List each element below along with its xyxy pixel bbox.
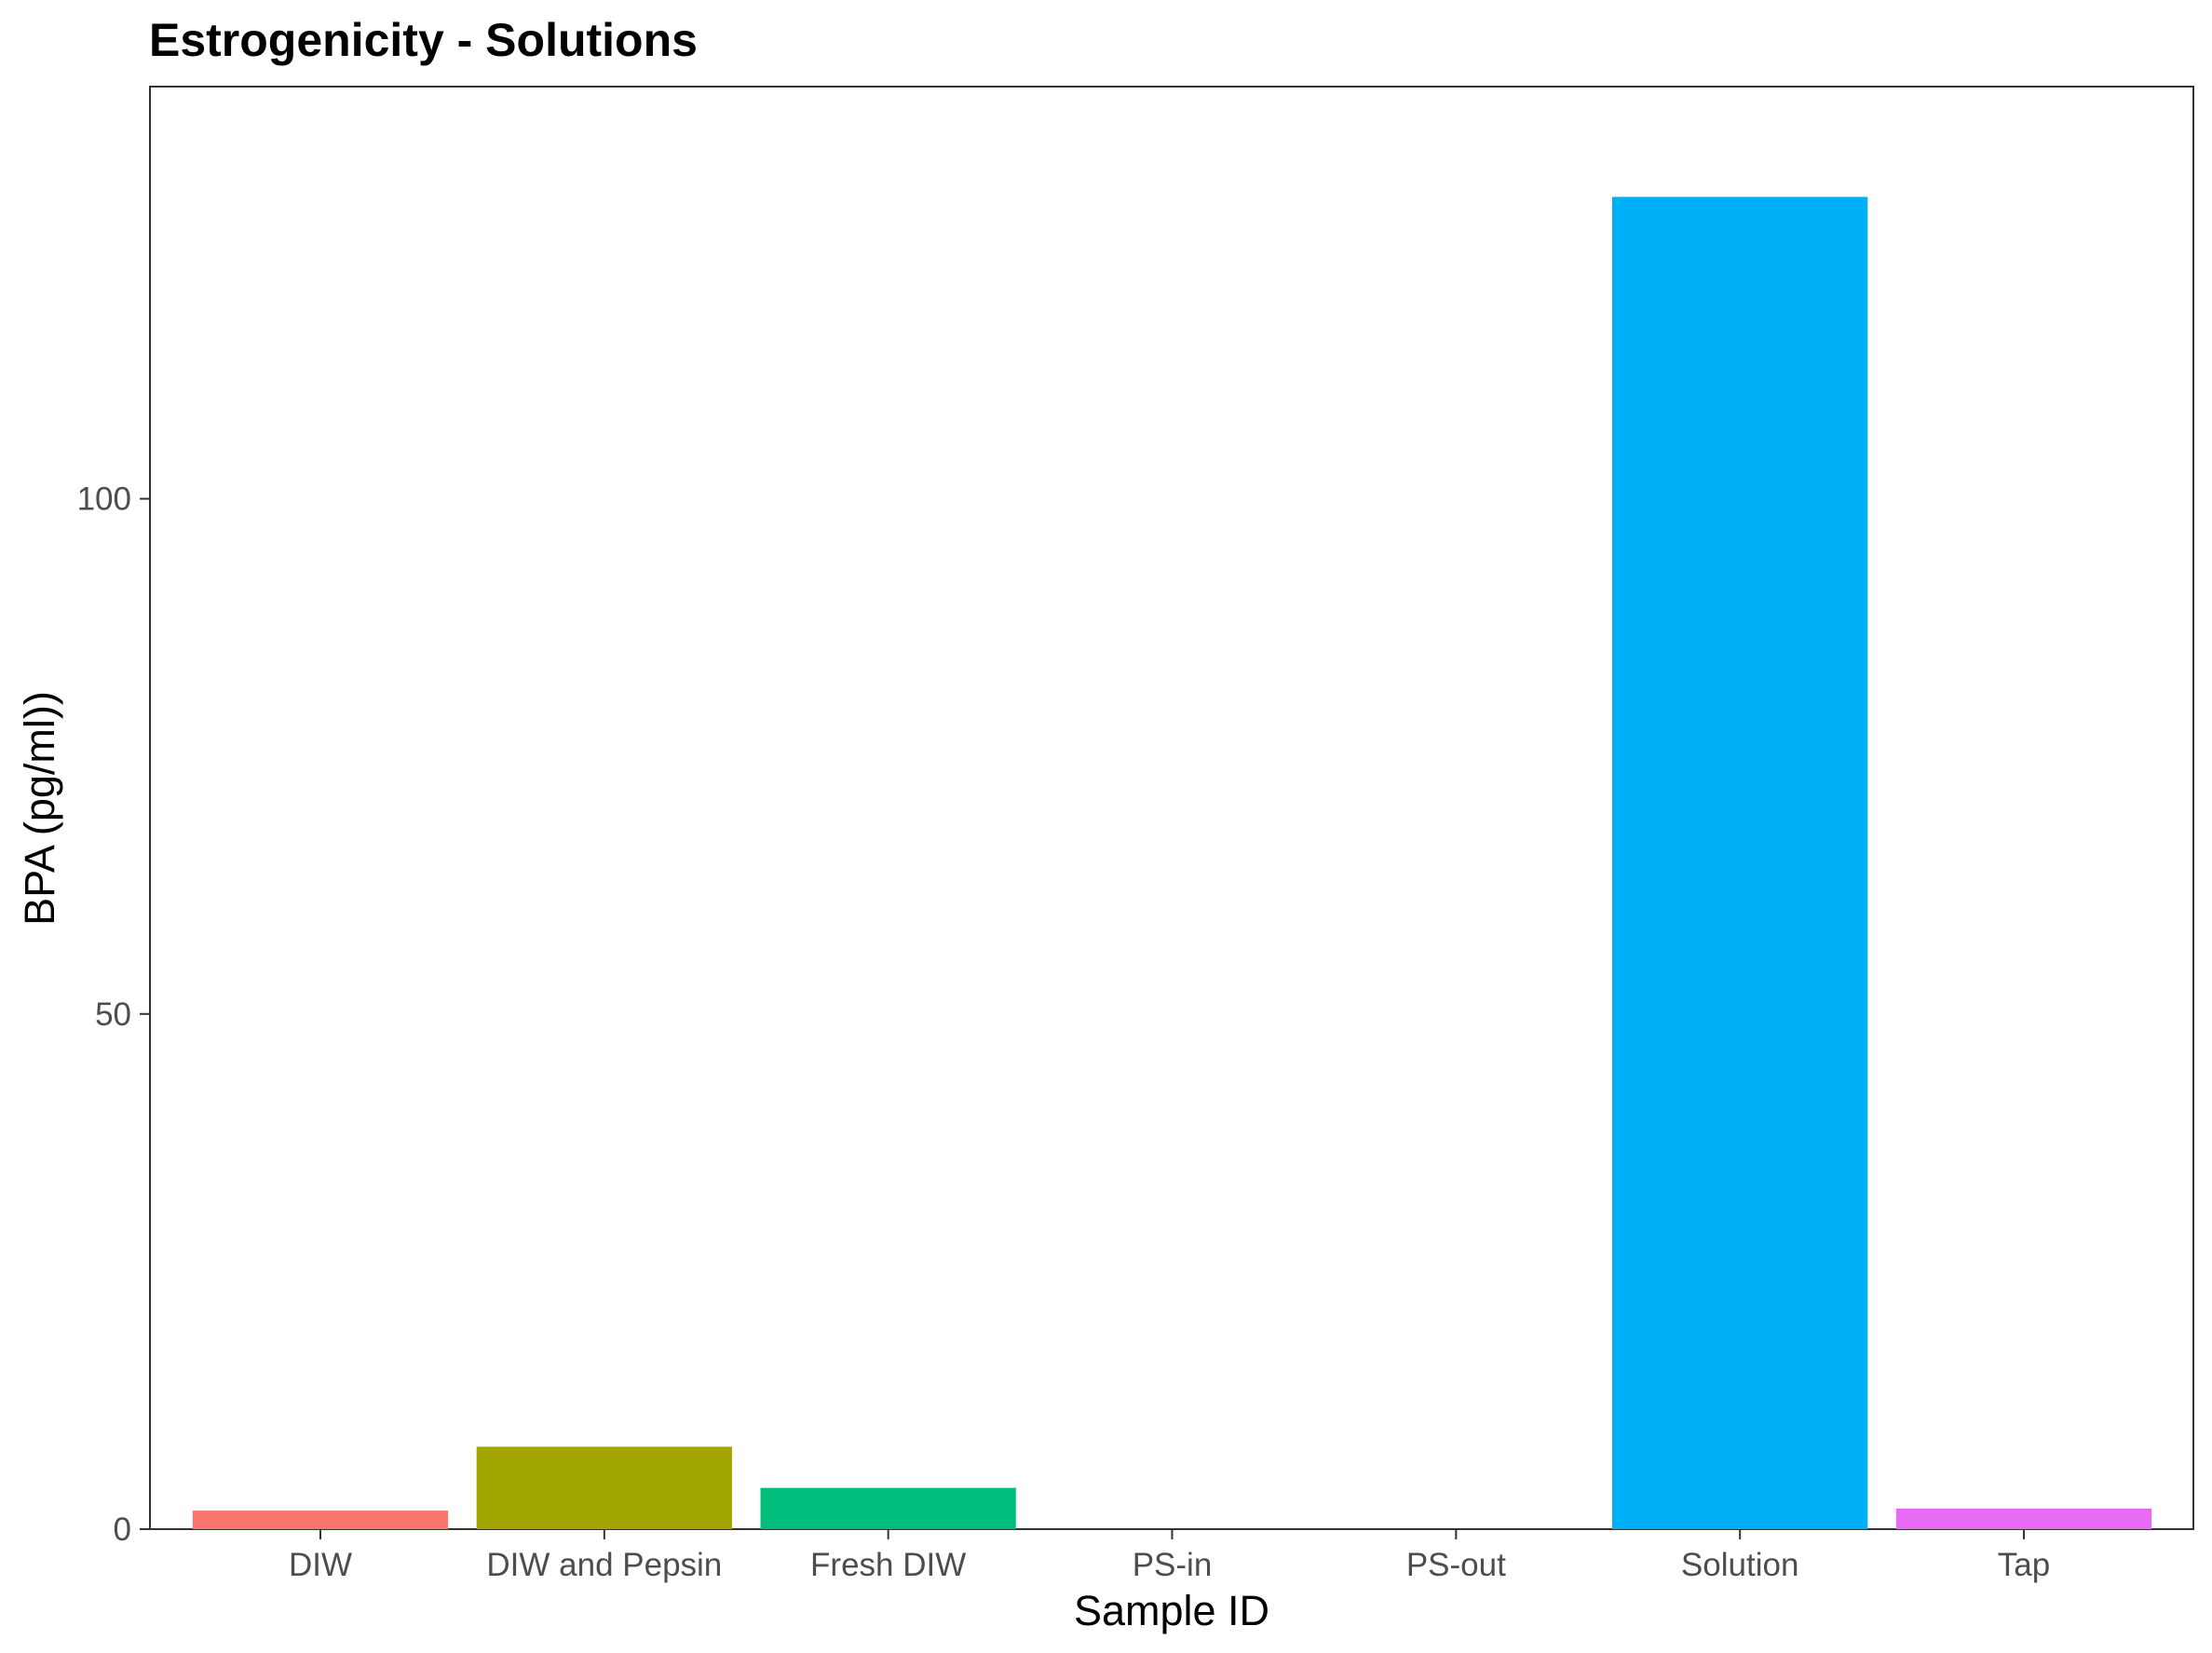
x-tick-label: DIW xyxy=(289,1547,352,1583)
y-tick-label: 50 xyxy=(95,996,131,1033)
x-tick-label: Fresh DIW xyxy=(810,1547,966,1583)
x-axis: DIW DIW and Pepsin Fresh DIW PS-in PS-out Sol… xyxy=(289,1529,2050,1583)
bar-solution xyxy=(1612,196,1868,1529)
x-tick-label: PS-in xyxy=(1133,1547,1213,1583)
bar-fresh-diw xyxy=(760,1487,1016,1529)
x-tick-label: Tap xyxy=(1998,1547,2050,1583)
y-axis-label: BPA (pg/ml)) xyxy=(16,691,63,926)
x-tick-label: Solution xyxy=(1681,1547,1798,1583)
x-tick-label: DIW and Pepsin xyxy=(486,1547,722,1583)
x-axis-label: Sample ID xyxy=(1074,1587,1269,1634)
y-axis: 0 50 100 xyxy=(77,481,150,1548)
plot-panel xyxy=(149,86,2194,1530)
bar-tap xyxy=(1895,1508,2152,1529)
x-tick-label: PS-out xyxy=(1406,1547,1506,1583)
y-tick-label: 100 xyxy=(77,481,131,518)
bar-diw-and-pepsin xyxy=(476,1446,732,1529)
bars-group xyxy=(192,196,2152,1529)
bar-diw xyxy=(192,1511,449,1529)
chart-title: Estrogenicity - Solutions xyxy=(149,14,698,66)
y-tick-label: 0 xyxy=(114,1511,131,1548)
